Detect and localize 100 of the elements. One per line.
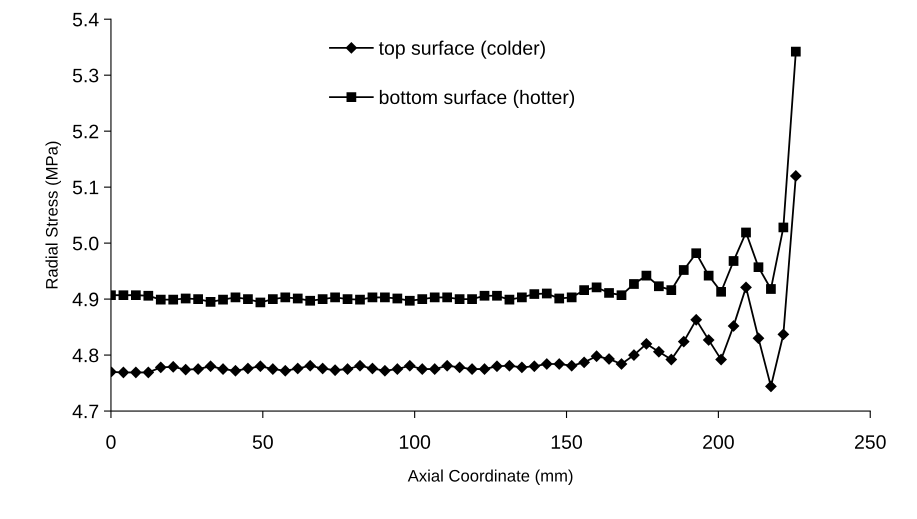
- point: [529, 289, 540, 299]
- y-tick-label: 4.7: [72, 404, 98, 418]
- point: [642, 270, 652, 280]
- point: [392, 294, 402, 304]
- point: [318, 294, 328, 304]
- x-axis-title: Axial Coordinate (mm): [408, 469, 572, 485]
- point: [305, 296, 316, 306]
- point: [666, 354, 677, 366]
- point: [578, 356, 590, 368]
- point: [541, 358, 552, 370]
- point: [268, 294, 278, 304]
- point: [118, 366, 130, 378]
- point: [741, 228, 751, 238]
- x-tick-label: 50: [252, 435, 273, 449]
- legend-label: bottom surface (hotter): [380, 90, 574, 108]
- point: [653, 346, 664, 358]
- point: [330, 292, 340, 302]
- point: [242, 362, 254, 374]
- point: [416, 363, 428, 375]
- point: [592, 282, 602, 292]
- point: [355, 294, 365, 305]
- point: [155, 362, 166, 373]
- point: [168, 361, 179, 372]
- point: [230, 365, 242, 376]
- point: [466, 363, 478, 375]
- point: [417, 294, 428, 304]
- point: [640, 338, 652, 350]
- point: [616, 290, 626, 300]
- point: [193, 294, 203, 304]
- point: [317, 362, 328, 374]
- point: [778, 328, 789, 340]
- point: [430, 292, 440, 302]
- point: [217, 363, 229, 375]
- point: [566, 360, 578, 372]
- point: [754, 262, 764, 272]
- point: [480, 290, 490, 301]
- y-tick-label: 5.0: [72, 236, 98, 250]
- point: [616, 358, 628, 370]
- point: [442, 292, 452, 302]
- point: [168, 294, 178, 305]
- point: [704, 270, 714, 280]
- point: [206, 297, 216, 307]
- point: [130, 366, 142, 378]
- point: [604, 288, 614, 298]
- point: [691, 248, 702, 258]
- point: [790, 170, 802, 182]
- y-tick-label: 5.1: [72, 180, 98, 194]
- point: [366, 362, 378, 374]
- point: [230, 292, 240, 302]
- point: [404, 296, 415, 306]
- point: [554, 358, 565, 370]
- point: [491, 360, 503, 372]
- legend-label: top surface (colder): [378, 40, 545, 59]
- point: [528, 360, 540, 372]
- point: [716, 354, 727, 366]
- point: [566, 292, 577, 302]
- point: [603, 353, 615, 365]
- point: [292, 362, 304, 374]
- x-tick-label: 250: [854, 435, 886, 449]
- point: [243, 294, 253, 304]
- point: [478, 363, 490, 375]
- point: [429, 363, 440, 375]
- y-tick-label: 5.3: [72, 68, 98, 82]
- point: [504, 294, 514, 305]
- point: [654, 281, 664, 292]
- point: [766, 284, 776, 294]
- point: [342, 363, 354, 375]
- point: [192, 363, 204, 375]
- point: [728, 256, 738, 266]
- point: [304, 360, 316, 372]
- point: [118, 290, 128, 300]
- point: [504, 360, 516, 372]
- point: [790, 46, 801, 57]
- point: [180, 294, 191, 304]
- point: [379, 365, 391, 376]
- point: [143, 290, 154, 301]
- point: [342, 294, 352, 304]
- x-tick-label: 200: [703, 435, 734, 449]
- point: [454, 362, 466, 373]
- point: [542, 288, 552, 298]
- point: [204, 360, 216, 372]
- point: [666, 285, 676, 295]
- point: [392, 363, 403, 375]
- point: [142, 366, 154, 378]
- point: [380, 292, 390, 302]
- x-tick-label: 150: [552, 435, 582, 449]
- x-tick-label: 100: [400, 435, 430, 449]
- point: [218, 294, 228, 305]
- y-tick-label: 5.4: [72, 12, 99, 26]
- point: [765, 380, 777, 392]
- point: [579, 285, 589, 295]
- point: [442, 360, 453, 372]
- point: [280, 365, 291, 376]
- y-tick-label: 5.2: [72, 124, 98, 138]
- x-tick-label: 0: [106, 435, 116, 449]
- point: [716, 286, 726, 297]
- point: [180, 364, 192, 376]
- point: [131, 290, 141, 300]
- point: [292, 294, 303, 304]
- point: [678, 336, 690, 348]
